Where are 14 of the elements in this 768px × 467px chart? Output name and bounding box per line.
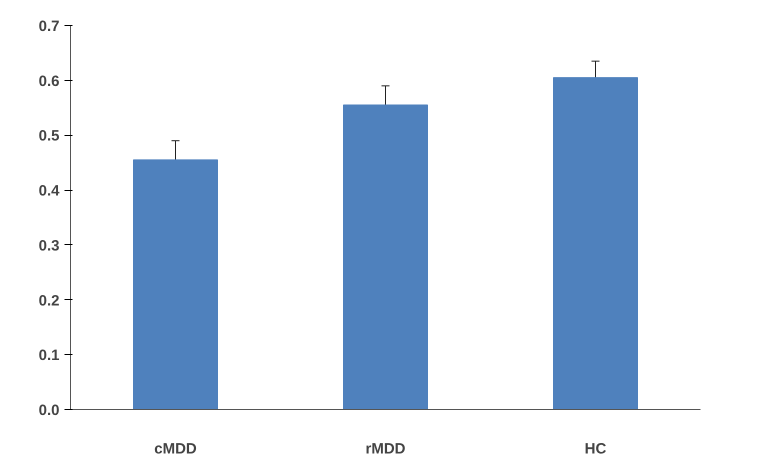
x-tick-label: cMDD [154, 440, 197, 458]
bar [343, 104, 428, 410]
x-tick-label: HC [584, 440, 606, 458]
y-tick-label: 0.5 [38, 128, 60, 145]
y-tick-label: 0.3 [38, 237, 60, 254]
bar [133, 159, 218, 410]
y-tick-label: 0.4 [38, 182, 60, 200]
y-tick-label: 0.7 [38, 18, 60, 35]
bar [553, 77, 638, 410]
y-tick-label: 0.0 [38, 402, 60, 419]
y-tick-label: 0.1 [38, 347, 60, 364]
y-tick-label: 0.2 [38, 292, 60, 310]
x-tick-label: rMDD [366, 440, 406, 458]
y-tick-label: 0.6 [38, 72, 60, 90]
